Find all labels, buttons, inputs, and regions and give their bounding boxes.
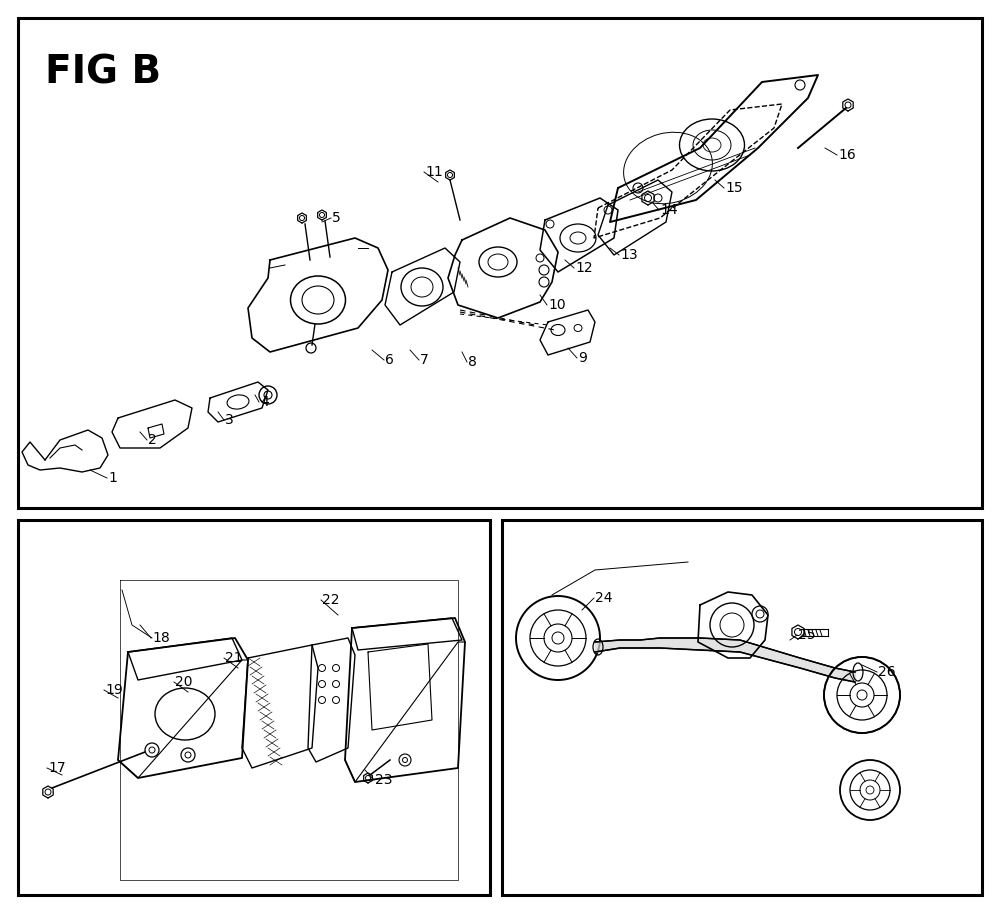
Text: 23: 23: [375, 773, 392, 787]
Text: 25: 25: [798, 628, 816, 642]
Text: 21: 21: [225, 651, 243, 665]
Text: 26: 26: [878, 665, 896, 679]
Text: 18: 18: [152, 631, 170, 645]
Text: 4: 4: [260, 395, 269, 409]
Bar: [502, 520, 982, 895]
Text: 22: 22: [322, 593, 340, 607]
Text: 16: 16: [838, 148, 856, 162]
Text: 10: 10: [548, 298, 566, 312]
Text: 17: 17: [48, 761, 66, 775]
Text: 7: 7: [420, 353, 429, 367]
Bar: [18, 520, 490, 895]
Text: 3: 3: [225, 413, 234, 427]
Bar: [18, 18, 982, 508]
Text: 5: 5: [332, 211, 341, 225]
Text: 14: 14: [660, 203, 678, 217]
Text: 8: 8: [468, 355, 477, 369]
Text: FIG B: FIG B: [45, 53, 161, 91]
Text: 2: 2: [148, 433, 157, 447]
Text: 20: 20: [175, 675, 192, 689]
Text: 11: 11: [425, 165, 443, 179]
Text: 1: 1: [108, 471, 117, 485]
Text: 15: 15: [725, 181, 743, 195]
Text: 13: 13: [620, 248, 638, 262]
Text: 19: 19: [105, 683, 123, 697]
Text: 24: 24: [595, 591, 612, 605]
Text: 9: 9: [578, 351, 587, 365]
Text: 6: 6: [385, 353, 394, 367]
Text: 12: 12: [575, 261, 593, 275]
